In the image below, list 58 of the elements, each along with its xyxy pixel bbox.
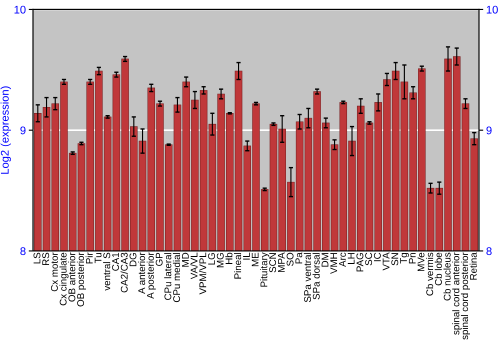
x-tick-label: OB posterior [76, 252, 86, 306]
x-tick-label: VA/VL [190, 252, 198, 280]
y-axis-title: Log2 (expression) [0, 86, 11, 174]
x-tick-label: Cb vermis [426, 252, 434, 296]
x-tick-label: PAG [356, 253, 364, 272]
x-tick-label: Cb nucleus [443, 252, 451, 300]
x-tick-label: SO [286, 252, 294, 266]
x-tick-label: Hb [225, 252, 232, 264]
x-tick-label: MVe [418, 252, 424, 271]
x-tick-label: Tu [94, 252, 102, 264]
x-tick-label: GP [156, 252, 163, 266]
x-tick-label: CA1 [112, 252, 119, 271]
x-tick-label: SCN [269, 253, 276, 272]
x-tick-label: spinal cord posterior [460, 252, 470, 340]
x-tick-label: MD [182, 252, 189, 267]
x-tick-label: A anterior [138, 252, 146, 294]
x-tick-label: Retina [470, 252, 477, 280]
x-tick-label: LS [34, 252, 40, 264]
x-tick-label: Pineal [234, 252, 242, 279]
x-tick-label: spinal cord anterior [452, 252, 462, 335]
x-tick-label: MG [216, 253, 224, 268]
x-tick-label: CA2/CA3 [120, 252, 128, 292]
x-tick-label: SC [365, 252, 372, 266]
x-tick-label: Pn [408, 252, 416, 264]
x-tick-label: SPa ventral [304, 252, 311, 302]
x-tick-label: CPu medial [172, 252, 180, 302]
x-tick-label: IL [243, 252, 250, 260]
x-tick-label: DM [322, 253, 328, 267]
x-tick-label: IC [374, 252, 381, 262]
x-tick-label: Arc [339, 252, 346, 267]
x-tick-label: VMH [330, 253, 338, 274]
x-tick-label: OB anterior [68, 252, 76, 302]
y-tick-label: 8 [20, 247, 26, 256]
x-tick-label: SN [391, 253, 398, 266]
x-tick-label: CPu lateral [164, 252, 172, 300]
x-tick-label: RS [42, 252, 50, 266]
x-tick-label: ventral S [103, 252, 110, 291]
x-tick-label: VPM/VPL [199, 252, 206, 294]
x-tick-label: MPA [278, 252, 285, 272]
x-tick-label: SPa dorsal [312, 252, 320, 300]
y2-tick-label: 10 [486, 6, 498, 14]
x-tick-label: A posterior [146, 252, 156, 299]
x-tick-label: Tg [400, 252, 409, 264]
x-tick-label: ME [252, 252, 259, 266]
y-tick-label: 9 [20, 126, 26, 134]
x-tick-label: Cx cingulate [59, 252, 69, 306]
x-tick-label: Pituitary [260, 252, 270, 287]
y2-tick-label: 8 [486, 247, 492, 256]
x-tick-label: Cb lobe [434, 252, 442, 286]
x-tick-label: DG [130, 253, 136, 266]
x-tick-label: Pir [86, 252, 93, 264]
x-tick-label: Pa [295, 252, 302, 264]
x-tick-label: Cx motor [50, 252, 58, 292]
y2-tick-label: 9 [486, 126, 492, 134]
x-tick-label: VTA [382, 252, 390, 270]
x-tick-label: LH [348, 253, 355, 264]
x-tick-label: LG [208, 253, 215, 265]
y-tick-label: 10 [14, 6, 26, 14]
